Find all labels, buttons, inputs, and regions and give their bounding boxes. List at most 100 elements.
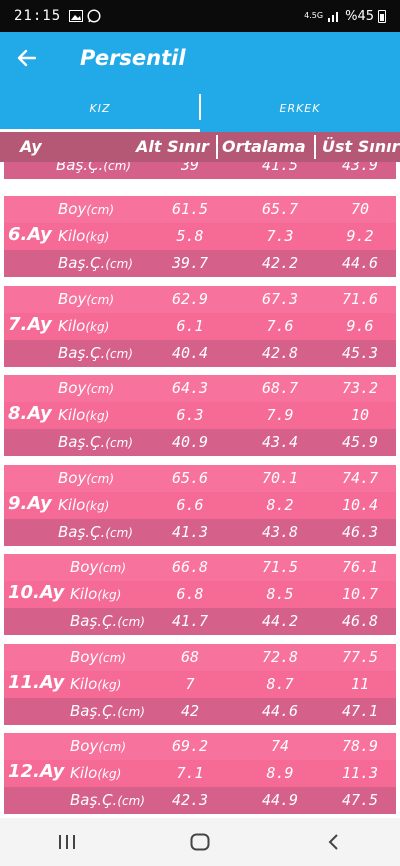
value-low: 6.1 — [176, 316, 204, 335]
table-row: Kilo(kg) 6.1 7.6 9.6 — [4, 312, 396, 340]
table-row: Boy(cm) 68 72.8 77.5 — [4, 643, 396, 671]
value-high: 76.1 — [341, 558, 379, 576]
value-high: 78.9 — [341, 737, 379, 755]
row-label: Baş.Ç.(cm) — [56, 162, 131, 174]
table-row: Baş.Ç.(cm) 41.7 44.2 46.8 — [4, 608, 396, 635]
value-high: 11 — [350, 674, 370, 693]
value-avg: 44.2 — [261, 612, 299, 630]
row-label: Boy(cm) — [70, 737, 127, 755]
home-icon — [190, 833, 210, 851]
row-label: Baş.Ç.(cm) — [58, 522, 133, 541]
header-avg: Ortalama — [222, 137, 306, 156]
value-low: 41.3 — [171, 522, 209, 541]
month-label: 6.Ay — [8, 224, 52, 245]
table-row: Kilo(kg) 6.8 8.5 10.7 — [4, 581, 396, 608]
value-low: 69.2 — [171, 737, 209, 755]
row-label: Kilo(kg) — [70, 585, 122, 603]
value-avg: 8.5 — [266, 585, 294, 603]
value-avg: 43.4 — [261, 433, 299, 451]
status-right: 4.5G %45 — [304, 9, 386, 24]
tab-erkek-label: ERKEK — [279, 101, 321, 115]
table-row: Boy(cm) 69.2 74 78.9 — [4, 733, 396, 760]
table-row: Kilo(kg) 7.1 8.9 11.3 — [4, 760, 396, 787]
value-high: 70 — [350, 200, 370, 218]
value-avg: 41.5 — [261, 162, 299, 174]
tab-kiz-label: KIZ — [89, 101, 111, 115]
arrow-left-icon — [17, 49, 36, 67]
gallery-icon — [69, 10, 84, 22]
value-high: 10.4 — [341, 495, 379, 514]
chevron-left-icon — [328, 834, 339, 850]
value-high: 9.2 — [346, 227, 374, 245]
month-label: 11.Ay — [8, 671, 65, 693]
row-label: Baş.Ç.(cm) — [70, 701, 145, 720]
signal-icon — [328, 12, 339, 22]
row-label: Kilo(kg) — [70, 764, 122, 782]
value-high: 43.9 — [341, 162, 379, 174]
home-button[interactable] — [170, 822, 230, 862]
value-avg: 43.8 — [261, 522, 299, 541]
value-low: 61.5 — [171, 200, 209, 218]
row-label: Baş.Ç.(cm) — [70, 612, 145, 630]
value-low: 42 — [180, 701, 200, 720]
back-button[interactable] — [0, 32, 52, 84]
status-notification-icons — [69, 9, 101, 23]
status-bar: 21:15 4.5G %45 — [0, 0, 400, 32]
value-avg: 71.5 — [261, 558, 299, 576]
value-high: 45.9 — [341, 433, 379, 451]
month-group: Boy(cm) 62.9 67.3 71.6 Kilo(kg) 6.1 7.6 9.6 Baş.… — [4, 285, 396, 367]
table-row: Boy(cm) 64.3 68.7 73.2 — [4, 375, 396, 402]
value-low: 66.8 — [171, 558, 209, 576]
back-nav-button[interactable] — [303, 822, 363, 862]
value-avg: 44.6 — [261, 701, 299, 720]
value-low: 64.3 — [171, 379, 209, 397]
value-high: 47.1 — [341, 701, 379, 720]
value-avg: 8.9 — [266, 764, 294, 782]
header-separator — [314, 135, 316, 159]
tab-kiz[interactable]: KIZ — [0, 84, 200, 132]
value-avg: 44.9 — [261, 791, 299, 809]
row-label: Boy(cm) — [58, 379, 115, 397]
value-low: 39.7 — [171, 254, 209, 272]
table-row: Kilo(kg) 6.3 7.9 10 — [4, 402, 396, 429]
value-avg: 65.7 — [261, 200, 299, 218]
value-high: 46.3 — [341, 522, 379, 541]
header-high: Üst Sınır — [322, 137, 400, 156]
month-group: Boy(cm) 61.5 65.7 70 Kilo(kg) 5.8 7.3 9.2 Baş.Ç.… — [4, 196, 396, 277]
header-low: Alt Sınır — [136, 137, 209, 156]
percentile-list[interactable]: Baş.Ç.(cm) 39 41.5 43.9 Boy(cm) 61.5 65.7 7… — [0, 162, 400, 818]
month-group: Boy(cm) 68 72.8 77.5 Kilo(kg) 7 8.7 11 Baş.Ç.(cm… — [4, 643, 396, 725]
value-high: 45.3 — [341, 343, 379, 362]
column-header: Ay Alt Sınır Ortalama Üst Sınır — [0, 132, 400, 162]
row-label: Baş.Ç.(cm) — [58, 433, 133, 451]
tab-erkek[interactable]: ERKEK — [200, 84, 400, 132]
app-bar: Persentil — [0, 32, 400, 84]
whatsapp-icon — [87, 9, 101, 23]
value-high: 47.5 — [341, 791, 379, 809]
system-nav-bar — [0, 818, 400, 866]
table-row: Kilo(kg) 5.8 7.3 9.2 — [4, 223, 396, 250]
month-group: Boy(cm) 69.2 74 78.9 Kilo(kg) 7.1 8.9 11.3 Baş.Ç… — [4, 733, 396, 814]
value-high: 73.2 — [341, 379, 379, 397]
month-group: Boy(cm) 66.8 71.5 76.1 Kilo(kg) 6.8 8.5 10.7 Baş… — [4, 554, 396, 635]
row-label: Boy(cm) — [58, 468, 115, 487]
table-row: Kilo(kg) 7 8.7 11 — [4, 670, 396, 698]
network-type: 4.5G — [304, 11, 324, 20]
table-row: Boy(cm) 65.6 70.1 74.7 — [4, 464, 396, 492]
value-avg: 8.7 — [266, 674, 294, 693]
value-avg: 7.9 — [266, 406, 294, 424]
month-label: 10.Ay — [8, 582, 65, 603]
value-avg: 74 — [270, 737, 290, 755]
value-high: 10 — [350, 406, 370, 424]
recent-apps-icon — [58, 835, 75, 849]
value-avg: 68.7 — [261, 379, 299, 397]
month-label: 8.Ay — [8, 403, 52, 424]
value-avg: 7.6 — [266, 316, 294, 335]
row-label: Baş.Ç.(cm) — [70, 791, 145, 809]
table-row: Baş.Ç.(cm) 40.4 42.8 45.3 — [4, 339, 396, 367]
recent-apps-button[interactable] — [37, 822, 97, 862]
battery-icon — [378, 9, 386, 23]
value-low: 40.9 — [171, 433, 209, 451]
row-label: Baş.Ç.(cm) — [58, 254, 133, 272]
row-label: Boy(cm) — [70, 558, 127, 576]
